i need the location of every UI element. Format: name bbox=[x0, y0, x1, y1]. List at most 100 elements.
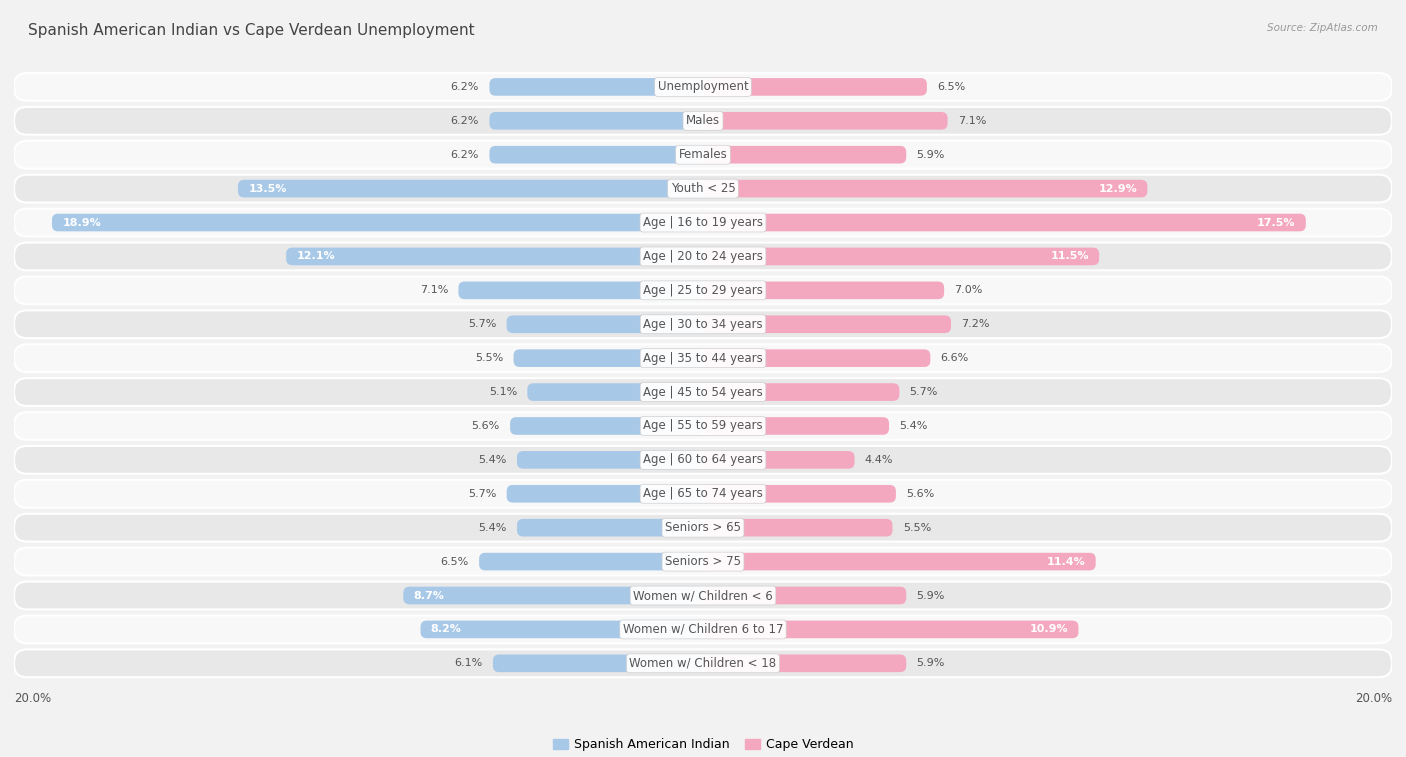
Text: 6.2%: 6.2% bbox=[451, 116, 479, 126]
FancyBboxPatch shape bbox=[489, 112, 703, 129]
Text: 8.2%: 8.2% bbox=[430, 625, 461, 634]
FancyBboxPatch shape bbox=[14, 344, 1392, 372]
FancyBboxPatch shape bbox=[506, 316, 703, 333]
Text: 10.9%: 10.9% bbox=[1029, 625, 1069, 634]
FancyBboxPatch shape bbox=[14, 175, 1392, 203]
FancyBboxPatch shape bbox=[479, 553, 703, 571]
Text: 5.9%: 5.9% bbox=[917, 590, 945, 600]
FancyBboxPatch shape bbox=[703, 112, 948, 129]
FancyBboxPatch shape bbox=[14, 480, 1392, 508]
Text: 5.7%: 5.7% bbox=[468, 319, 496, 329]
FancyBboxPatch shape bbox=[14, 242, 1392, 270]
FancyBboxPatch shape bbox=[703, 587, 907, 604]
Text: 6.6%: 6.6% bbox=[941, 354, 969, 363]
Text: Age | 45 to 54 years: Age | 45 to 54 years bbox=[643, 385, 763, 399]
Text: 7.2%: 7.2% bbox=[962, 319, 990, 329]
FancyBboxPatch shape bbox=[14, 581, 1392, 609]
Text: 17.5%: 17.5% bbox=[1257, 217, 1295, 228]
FancyBboxPatch shape bbox=[489, 78, 703, 95]
FancyBboxPatch shape bbox=[703, 451, 855, 469]
FancyBboxPatch shape bbox=[703, 383, 900, 401]
Text: 4.4%: 4.4% bbox=[865, 455, 893, 465]
Text: 12.9%: 12.9% bbox=[1098, 184, 1137, 194]
Text: 5.4%: 5.4% bbox=[900, 421, 928, 431]
FancyBboxPatch shape bbox=[703, 621, 1078, 638]
Text: Seniors > 75: Seniors > 75 bbox=[665, 555, 741, 568]
Text: 12.1%: 12.1% bbox=[297, 251, 335, 261]
FancyBboxPatch shape bbox=[52, 213, 703, 232]
FancyBboxPatch shape bbox=[703, 248, 1099, 265]
Text: 6.2%: 6.2% bbox=[451, 150, 479, 160]
Text: Age | 25 to 29 years: Age | 25 to 29 years bbox=[643, 284, 763, 297]
Text: 20.0%: 20.0% bbox=[1355, 693, 1392, 706]
FancyBboxPatch shape bbox=[513, 349, 703, 367]
FancyBboxPatch shape bbox=[14, 446, 1392, 474]
FancyBboxPatch shape bbox=[238, 180, 703, 198]
Text: 8.7%: 8.7% bbox=[413, 590, 444, 600]
Text: 5.6%: 5.6% bbox=[907, 489, 935, 499]
Text: Women w/ Children < 18: Women w/ Children < 18 bbox=[630, 657, 776, 670]
Text: Age | 65 to 74 years: Age | 65 to 74 years bbox=[643, 488, 763, 500]
FancyBboxPatch shape bbox=[703, 553, 1095, 571]
FancyBboxPatch shape bbox=[14, 548, 1392, 575]
Text: 18.9%: 18.9% bbox=[62, 217, 101, 228]
FancyBboxPatch shape bbox=[703, 519, 893, 537]
Text: 5.4%: 5.4% bbox=[478, 455, 506, 465]
Text: Age | 16 to 19 years: Age | 16 to 19 years bbox=[643, 216, 763, 229]
Text: 20.0%: 20.0% bbox=[14, 693, 51, 706]
Text: 6.5%: 6.5% bbox=[440, 556, 468, 566]
Text: 5.6%: 5.6% bbox=[471, 421, 499, 431]
Text: 7.0%: 7.0% bbox=[955, 285, 983, 295]
FancyBboxPatch shape bbox=[287, 248, 703, 265]
Text: 5.7%: 5.7% bbox=[910, 387, 938, 397]
FancyBboxPatch shape bbox=[703, 349, 931, 367]
Text: Spanish American Indian vs Cape Verdean Unemployment: Spanish American Indian vs Cape Verdean … bbox=[28, 23, 475, 38]
FancyBboxPatch shape bbox=[14, 615, 1392, 643]
Text: Seniors > 65: Seniors > 65 bbox=[665, 521, 741, 534]
FancyBboxPatch shape bbox=[14, 276, 1392, 304]
Text: 6.5%: 6.5% bbox=[938, 82, 966, 92]
FancyBboxPatch shape bbox=[14, 310, 1392, 338]
FancyBboxPatch shape bbox=[420, 621, 703, 638]
FancyBboxPatch shape bbox=[703, 180, 1147, 198]
FancyBboxPatch shape bbox=[14, 412, 1392, 440]
Text: 5.9%: 5.9% bbox=[917, 150, 945, 160]
Text: 5.5%: 5.5% bbox=[475, 354, 503, 363]
FancyBboxPatch shape bbox=[703, 417, 889, 435]
Text: Age | 30 to 34 years: Age | 30 to 34 years bbox=[643, 318, 763, 331]
FancyBboxPatch shape bbox=[510, 417, 703, 435]
FancyBboxPatch shape bbox=[703, 213, 1306, 232]
Text: 11.5%: 11.5% bbox=[1050, 251, 1088, 261]
FancyBboxPatch shape bbox=[14, 378, 1392, 406]
Text: Age | 60 to 64 years: Age | 60 to 64 years bbox=[643, 453, 763, 466]
Text: Males: Males bbox=[686, 114, 720, 127]
Text: Age | 35 to 44 years: Age | 35 to 44 years bbox=[643, 352, 763, 365]
Text: 11.4%: 11.4% bbox=[1046, 556, 1085, 566]
FancyBboxPatch shape bbox=[14, 141, 1392, 169]
FancyBboxPatch shape bbox=[703, 485, 896, 503]
Text: Women w/ Children < 6: Women w/ Children < 6 bbox=[633, 589, 773, 602]
Text: Unemployment: Unemployment bbox=[658, 80, 748, 93]
Text: Youth < 25: Youth < 25 bbox=[671, 182, 735, 195]
FancyBboxPatch shape bbox=[404, 587, 703, 604]
Text: 7.1%: 7.1% bbox=[957, 116, 986, 126]
Text: Age | 20 to 24 years: Age | 20 to 24 years bbox=[643, 250, 763, 263]
FancyBboxPatch shape bbox=[458, 282, 703, 299]
Text: 6.1%: 6.1% bbox=[454, 659, 482, 668]
FancyBboxPatch shape bbox=[703, 655, 907, 672]
FancyBboxPatch shape bbox=[703, 146, 907, 164]
Text: 13.5%: 13.5% bbox=[249, 184, 287, 194]
Text: 7.1%: 7.1% bbox=[420, 285, 449, 295]
Text: 5.4%: 5.4% bbox=[478, 522, 506, 533]
FancyBboxPatch shape bbox=[703, 78, 927, 95]
Legend: Spanish American Indian, Cape Verdean: Spanish American Indian, Cape Verdean bbox=[547, 734, 859, 756]
FancyBboxPatch shape bbox=[506, 485, 703, 503]
Text: Age | 55 to 59 years: Age | 55 to 59 years bbox=[643, 419, 763, 432]
Text: 5.1%: 5.1% bbox=[489, 387, 517, 397]
FancyBboxPatch shape bbox=[703, 282, 945, 299]
FancyBboxPatch shape bbox=[14, 650, 1392, 678]
Text: 5.7%: 5.7% bbox=[468, 489, 496, 499]
Text: Women w/ Children 6 to 17: Women w/ Children 6 to 17 bbox=[623, 623, 783, 636]
FancyBboxPatch shape bbox=[517, 451, 703, 469]
FancyBboxPatch shape bbox=[527, 383, 703, 401]
